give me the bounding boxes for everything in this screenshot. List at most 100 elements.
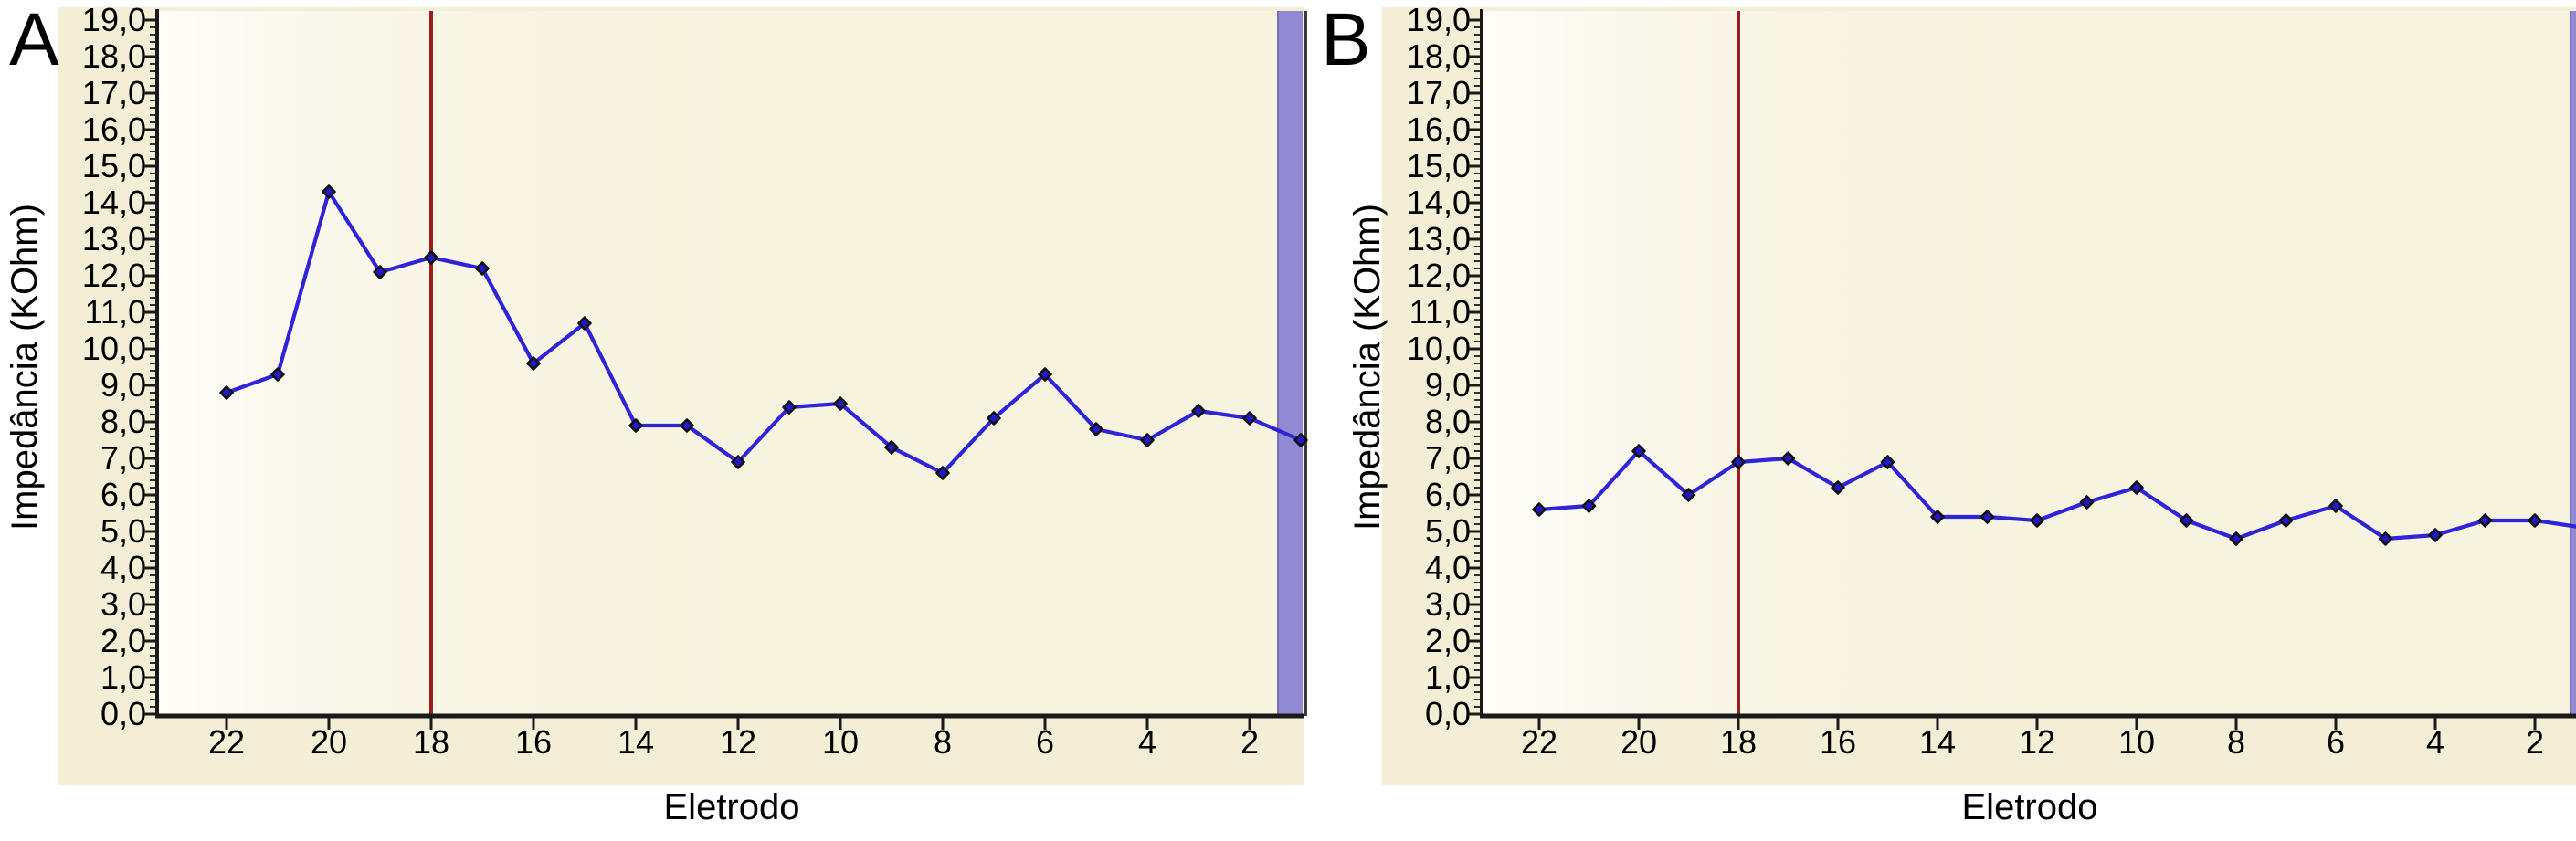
data-point-marker xyxy=(1089,422,1103,436)
data-point-marker xyxy=(1780,451,1796,466)
y-tick-label: 15,0 xyxy=(81,147,146,184)
panel-a-letter: A xyxy=(9,0,59,81)
y-tick-label: 5,0 xyxy=(100,512,146,550)
data-point-marker xyxy=(322,184,336,199)
data-point-marker xyxy=(2079,495,2095,510)
data-point-marker xyxy=(1581,499,1597,513)
data-point-marker xyxy=(1831,480,1845,495)
y-tick-label: 12,0 xyxy=(81,257,146,294)
x-tick-label: 18 xyxy=(1719,723,1758,761)
x-tick-label: 8 xyxy=(2226,723,2246,761)
y-tick-label: 8,0 xyxy=(1424,403,1471,440)
y-tick-label: 16,0 xyxy=(81,110,146,148)
data-point-marker xyxy=(2328,499,2343,513)
x-tick-label: 14 xyxy=(617,723,655,761)
x-tick-label: 22 xyxy=(207,723,246,761)
y-tick-label: 17,0 xyxy=(1406,74,1471,111)
y-tick-label: 6,0 xyxy=(100,476,146,513)
data-point-marker xyxy=(475,261,490,276)
selected-electrode-band xyxy=(2570,11,2576,714)
x-tick-label: 6 xyxy=(1035,723,1055,761)
panel-b-plot-area xyxy=(1483,11,2576,716)
y-tick-label: 2,0 xyxy=(100,622,146,659)
panel-a-x-axis-title: Eletrodo xyxy=(663,787,800,827)
x-tick-label: 12 xyxy=(2018,723,2056,761)
data-point-marker xyxy=(1242,411,1257,426)
data-point-marker xyxy=(1140,433,1155,447)
data-point-marker xyxy=(628,418,643,433)
y-tick-label: 4,0 xyxy=(100,549,146,586)
y-tick-label: 11,0 xyxy=(84,293,146,331)
impedance-line-series xyxy=(1536,448,2576,541)
x-tick-label: 2 xyxy=(2525,723,2545,761)
x-tick-label: 14 xyxy=(1918,723,1957,761)
data-point-marker xyxy=(2179,513,2194,528)
x-tick-label: 4 xyxy=(2425,723,2445,761)
data-point-marker xyxy=(2229,531,2243,546)
x-tick-label: 10 xyxy=(821,723,860,761)
y-tick-label: 13,0 xyxy=(81,220,146,258)
y-tick-label: 15,0 xyxy=(1406,147,1471,184)
x-tick-label: 10 xyxy=(2117,723,2156,761)
data-point-marker xyxy=(680,418,694,433)
data-point-marker xyxy=(1681,488,1696,502)
y-tick-label: 10,0 xyxy=(81,330,146,367)
data-point-marker xyxy=(577,316,592,331)
data-point-marker xyxy=(1293,433,1308,447)
data-point-marker xyxy=(884,440,899,455)
data-point-marker xyxy=(1880,455,1895,469)
y-tick-label: 19,0 xyxy=(81,1,146,38)
x-tick-label: 18 xyxy=(412,723,450,761)
y-tick-label: 5,0 xyxy=(1424,512,1471,550)
y-tick-label: 3,0 xyxy=(100,585,146,623)
panel-a-background xyxy=(58,7,1304,785)
y-tick-label: 12,0 xyxy=(1406,257,1471,294)
y-tick-label: 17,0 xyxy=(81,74,146,111)
data-point-marker xyxy=(2528,513,2542,528)
y-tick-label: 1,0 xyxy=(1424,658,1471,696)
data-point-marker xyxy=(987,411,1001,426)
panel-a-plot-area xyxy=(159,11,1304,716)
panel-b-letter: B xyxy=(1321,0,1371,81)
y-tick-label: 7,0 xyxy=(100,439,146,477)
y-tick-label: 6,0 xyxy=(1424,476,1471,513)
data-point-marker xyxy=(2278,513,2294,528)
y-tick-label: 10,0 xyxy=(1406,330,1471,367)
data-point-marker xyxy=(2428,528,2443,542)
x-tick-label: 16 xyxy=(1819,723,1857,761)
x-tick-label: 6 xyxy=(2326,723,2346,761)
data-point-marker xyxy=(373,265,387,279)
y-tick-label: 14,0 xyxy=(1406,184,1471,221)
y-tick-label: 9,0 xyxy=(1424,366,1471,404)
y-tick-label: 13,0 xyxy=(1406,220,1471,258)
x-tick-label: 8 xyxy=(933,723,953,761)
panel-b-background xyxy=(1382,7,2576,785)
data-point-marker xyxy=(219,385,234,400)
y-tick-label: 18,0 xyxy=(1406,37,1471,75)
data-point-marker xyxy=(2378,531,2393,546)
x-tick-label: 16 xyxy=(514,723,553,761)
data-point-marker xyxy=(526,356,541,371)
data-point-marker xyxy=(424,250,438,265)
x-tick-label: 22 xyxy=(1520,723,1558,761)
x-tick-label: 12 xyxy=(719,723,757,761)
data-point-marker xyxy=(1731,455,1746,469)
x-tick-label: 20 xyxy=(310,723,348,761)
y-tick-label: 2,0 xyxy=(1424,622,1471,659)
data-point-marker xyxy=(270,367,285,382)
y-tick-label: 4,0 xyxy=(1424,549,1471,586)
panel-b-x-axis-title: Eletrodo xyxy=(1961,787,2098,827)
data-point-marker xyxy=(782,400,797,415)
x-tick-label: 20 xyxy=(1620,723,1658,761)
x-tick-label: 2 xyxy=(1240,723,1260,761)
data-point-marker xyxy=(1038,367,1052,382)
panel-b-y-axis-title: Impedância (KOhm) xyxy=(1347,204,1388,531)
y-tick-label: 11,0 xyxy=(1409,293,1471,331)
data-point-marker xyxy=(1930,510,1945,524)
x-tick-label: 4 xyxy=(1137,723,1157,761)
data-point-marker xyxy=(2477,513,2493,528)
